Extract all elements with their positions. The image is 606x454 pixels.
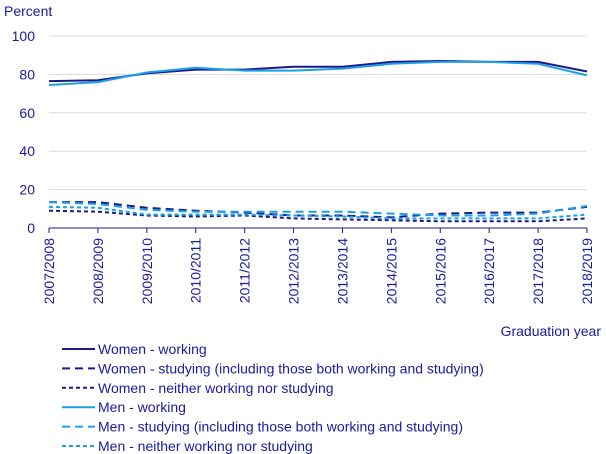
x-tick-label: 2016/2017 [481, 238, 497, 304]
x-axis-title: Graduation year [501, 323, 602, 339]
legend: Women - working Women - studying (includi… [62, 341, 484, 454]
gridlines [49, 35, 587, 191]
series-line-1 [48, 60, 588, 83]
x-tick-label: 2014/2015 [383, 238, 399, 304]
legend-label: Men - working [98, 399, 186, 415]
legend-label: Men - studying (including those both wor… [98, 419, 463, 435]
series-line-3 [48, 209, 588, 223]
y-tick-label: 40 [19, 143, 35, 159]
x-tick-label: 2009/2010 [139, 238, 155, 304]
y-axis-title: Percent [4, 3, 52, 19]
y-tick-label: 60 [19, 105, 35, 121]
x-tick-labels: 2007/2008 2008/2009 2009/2010 2010/2011 2011… [41, 228, 595, 304]
x-tick-label: 2015/2016 [432, 238, 448, 304]
legend-label: Women - neither working nor studying [98, 380, 334, 396]
series-line-6 [48, 205, 588, 220]
x-tick-label: 2017/2018 [530, 238, 546, 304]
y-tick-label: 20 [19, 182, 35, 198]
x-tick-label: 2008/2009 [90, 238, 106, 304]
legend-label: Men - neither working nor studying [98, 438, 313, 454]
x-tick-label: 2012/2013 [286, 238, 302, 304]
x-tick-label: 2010/2011 [188, 238, 204, 303]
y-tick-label: 80 [19, 66, 35, 82]
legend-label: Women - studying (including those both w… [98, 360, 484, 376]
y-tick-label: 0 [27, 220, 35, 236]
x-tick-label: 2011/2012 [237, 238, 253, 303]
y-tick-label: 100 [12, 28, 36, 44]
legend-label: Women - working [98, 341, 207, 357]
x-tick-label: 2018/2019 [579, 238, 595, 304]
series-lines [48, 60, 588, 223]
series-line-2 [49, 201, 588, 219]
x-tick-label: 2013/2014 [334, 238, 350, 304]
series-line-4 [48, 60, 588, 86]
y-tick-labels: 0 20 40 60 80 100 [12, 28, 36, 236]
series-line-5 [48, 201, 588, 217]
x-tick-label: 2007/2008 [41, 238, 57, 304]
